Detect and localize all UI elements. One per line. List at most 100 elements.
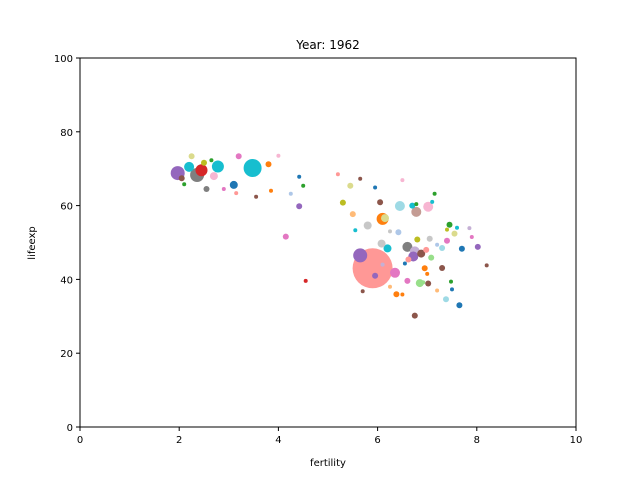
- scatter-point: [451, 230, 458, 237]
- scatter-point: [209, 158, 214, 163]
- scatter-point: [373, 185, 378, 190]
- scatter-point: [388, 229, 392, 234]
- scatter-point: [377, 199, 384, 206]
- scatter-point: [339, 199, 346, 206]
- scatter-point: [203, 186, 210, 192]
- scatter-point: [388, 284, 392, 289]
- scatter-point: [405, 256, 412, 263]
- scatter-point: [469, 235, 474, 239]
- x-tick-label: 0: [77, 435, 83, 446]
- scatter-point: [432, 191, 437, 196]
- plot-area-frame: [79, 57, 577, 428]
- scatter-point: [390, 267, 400, 278]
- scatter-point: [188, 153, 195, 160]
- x-tick-label: 2: [176, 435, 182, 446]
- scatter-point: [265, 161, 272, 168]
- y-tick-label: 0: [67, 423, 73, 434]
- x-axis-ticks: 0 2 4 6 8 10: [77, 427, 583, 446]
- scatter-point: [444, 237, 450, 244]
- scatter-point: [282, 233, 289, 240]
- scatter-point: [276, 153, 281, 158]
- scatter-point: [229, 180, 238, 189]
- chart-title: Year: 1962: [295, 38, 360, 52]
- scatter-point: [423, 246, 430, 253]
- scatter-point: [381, 214, 389, 223]
- scatter-point: [411, 312, 418, 319]
- scatter-point: [184, 161, 195, 172]
- x-tick-label: 6: [374, 435, 380, 446]
- scatter-point: [435, 242, 440, 247]
- scatter-point: [430, 199, 435, 204]
- scatter-point: [439, 245, 446, 251]
- scatter-point: [417, 249, 426, 258]
- scatter-point: [421, 265, 428, 272]
- scatter-point: [360, 289, 365, 294]
- x-axis-label: fertility: [310, 458, 346, 469]
- scatter-point: [182, 182, 187, 187]
- x-tick-label: 10: [570, 435, 583, 446]
- scatter-point: [474, 243, 481, 250]
- scatter-point: [335, 172, 340, 177]
- scatter-point: [402, 261, 407, 266]
- scatter-point: [221, 187, 226, 191]
- x-tick-label: 8: [474, 435, 480, 446]
- scatter-point: [234, 191, 239, 196]
- scatter-point: [377, 239, 386, 248]
- y-tick-label: 20: [60, 349, 73, 360]
- scatter-point: [243, 159, 262, 177]
- scatter-point: [235, 153, 242, 160]
- scatter-point: [423, 201, 434, 212]
- scatter-point: [404, 277, 411, 284]
- scatter-point: [426, 235, 433, 242]
- scatter-point: [358, 176, 363, 181]
- y-axis-ticks: 0 20 40 60 80 100: [54, 54, 80, 434]
- scatter-point: [435, 288, 440, 293]
- scatter-point: [349, 211, 356, 218]
- scatter-point: [450, 287, 454, 292]
- scatter-point: [414, 202, 419, 207]
- scatter-point: [425, 271, 430, 276]
- scatter-point: [439, 265, 446, 271]
- scatter-point: [393, 291, 400, 298]
- scatter-point: [446, 221, 453, 228]
- scatter-point: [211, 160, 224, 173]
- scatter-point: [394, 201, 405, 211]
- scatter-point: [195, 164, 208, 177]
- scatter-point: [455, 225, 459, 230]
- scatter-point: [383, 244, 392, 253]
- scatter-point: [353, 248, 368, 263]
- scatter-point: [178, 175, 185, 182]
- scatter-point: [303, 278, 308, 283]
- scatter-point: [353, 228, 358, 233]
- y-axis-label: lifeexp: [27, 226, 38, 259]
- scatter-point: [484, 263, 489, 268]
- scatter-point: [411, 206, 422, 217]
- y-tick-label: 40: [60, 275, 73, 286]
- scatter-point: [254, 194, 259, 199]
- scatter-point: [409, 202, 416, 209]
- scatter-point: [201, 159, 207, 166]
- scatter-point: [347, 182, 354, 189]
- scatter-point: [296, 203, 303, 210]
- x-tick-label: 4: [275, 435, 281, 446]
- scatter-point: [458, 245, 465, 252]
- scatter-point: [372, 272, 379, 279]
- scatter-point: [445, 227, 449, 232]
- scatter-point: [363, 221, 372, 230]
- y-tick-label: 80: [60, 128, 73, 139]
- scatter-point: [395, 229, 402, 236]
- scatter-point: [301, 183, 306, 188]
- scatter-point: [288, 191, 293, 196]
- scatter-points: [170, 153, 489, 319]
- scatter-point: [428, 254, 435, 261]
- scatter-point: [414, 236, 421, 243]
- scatter-point: [421, 280, 426, 285]
- y-tick-label: 100: [54, 54, 73, 65]
- scatter-point: [269, 188, 273, 193]
- scatter-point: [400, 292, 405, 297]
- scatter-point: [209, 172, 218, 181]
- scatter-point: [449, 279, 453, 284]
- scatter-point: [402, 241, 413, 252]
- scatter-point: [425, 280, 432, 287]
